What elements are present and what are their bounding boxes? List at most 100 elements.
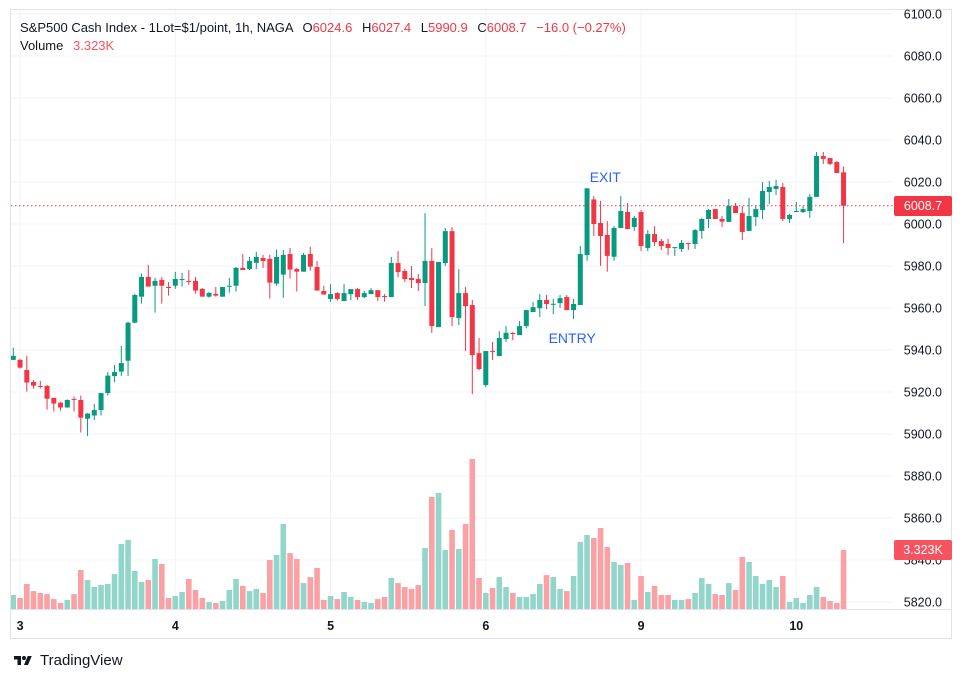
candle-body (274, 256, 280, 284)
candle-body (591, 199, 597, 224)
candle (395, 251, 401, 278)
volume-bar (233, 578, 239, 609)
candle (51, 397, 57, 412)
y-tick-label: 6060.0 (904, 92, 942, 106)
tradingview-logo[interactable]: TradingView (11, 652, 123, 669)
candle-body (685, 242, 691, 244)
chart-frame (10, 9, 952, 639)
volume-bar (118, 543, 125, 609)
price-axis[interactable]: 6100.0 6080.0 6060.0 6040.0 6020.0 6000.0 5980… (904, 8, 942, 610)
volume-bar (807, 594, 813, 609)
branding-text: TradingView (40, 652, 123, 669)
volume-bar (624, 563, 631, 609)
candle (814, 151, 820, 197)
candle-body (719, 218, 725, 222)
volume-bar (584, 534, 590, 609)
candle-body (301, 254, 307, 272)
volume-bar (678, 599, 685, 609)
legend-ohlc: S&P500 Cash Index - 1Lot=$1/point, 1h, N… (20, 20, 626, 35)
volume-bar (172, 596, 179, 609)
candle (834, 161, 840, 173)
candle-body (604, 234, 610, 256)
candle (557, 294, 563, 308)
candle-body (375, 290, 381, 298)
volume-bar (361, 602, 368, 609)
candle-body (118, 363, 124, 372)
volume-bar (368, 602, 374, 609)
volume-bar (260, 593, 266, 609)
volume-label[interactable]: Volume (20, 38, 64, 53)
candle-body (503, 332, 509, 340)
y-tick-label: 5940.0 (904, 344, 942, 358)
volume-bar (510, 593, 516, 609)
volume-bar (631, 599, 638, 609)
volume-bar (253, 588, 260, 609)
candle (226, 277, 232, 293)
candle-body (145, 276, 151, 287)
candle-body (328, 294, 334, 299)
volume-bar (24, 583, 30, 609)
candle-body (240, 267, 246, 270)
candle-body (220, 287, 226, 297)
candle-body (233, 267, 239, 286)
volume-bar (219, 601, 226, 609)
y-tick-label: 5960.0 (904, 302, 942, 316)
volume-bar (132, 570, 138, 609)
y-tick-label: 5860.0 (904, 512, 942, 526)
candle-body (24, 369, 30, 383)
candle-body (260, 258, 266, 261)
volume-bar (476, 577, 482, 609)
volume-bar (719, 594, 725, 609)
x-tick-label: 6 (482, 619, 489, 633)
volume-bar (840, 549, 847, 609)
candle (645, 230, 651, 252)
volume-bar (267, 559, 273, 609)
time-axis[interactable]: 3 4 5 6 9 10 (17, 619, 804, 633)
volume-bar (152, 558, 158, 609)
volume-bar (11, 594, 17, 609)
candle (105, 372, 111, 396)
candle-body (388, 263, 394, 298)
volume-bar (51, 599, 57, 609)
candle (199, 288, 205, 297)
volume-bar (827, 601, 833, 609)
candle (17, 359, 23, 369)
volume-bar (793, 597, 800, 609)
volume-bar (341, 591, 347, 609)
candle (584, 188, 590, 261)
candle (348, 289, 354, 301)
candle (604, 221, 610, 272)
volume-bar (402, 586, 408, 609)
candle-body (166, 287, 172, 288)
candle (510, 332, 516, 341)
candle (766, 180, 772, 205)
candle (247, 256, 253, 270)
volume-bar (442, 550, 449, 609)
candle-body (834, 162, 840, 173)
candle-body (334, 293, 340, 299)
candle (746, 197, 752, 231)
candle (388, 256, 394, 298)
open-label: O (302, 20, 313, 35)
candle-body (665, 243, 671, 248)
volume-bar (206, 602, 212, 609)
candle (334, 292, 340, 301)
candle-body (348, 289, 354, 295)
candle-body (523, 310, 529, 327)
candle-body (395, 263, 401, 273)
candle (301, 252, 307, 272)
candle-body (51, 397, 57, 404)
candle (739, 205, 745, 240)
candle (787, 213, 793, 223)
candle-body (355, 289, 361, 298)
symbol-title[interactable]: S&P500 Cash Index - 1Lot=$1/point, 1h, N… (20, 20, 293, 35)
volume-bar (435, 493, 442, 609)
volume-bar (523, 596, 530, 609)
candle (85, 413, 91, 436)
candle (71, 396, 77, 412)
candle (172, 271, 178, 289)
candle (436, 262, 442, 328)
candle (132, 293, 138, 324)
candle-body (159, 279, 165, 286)
